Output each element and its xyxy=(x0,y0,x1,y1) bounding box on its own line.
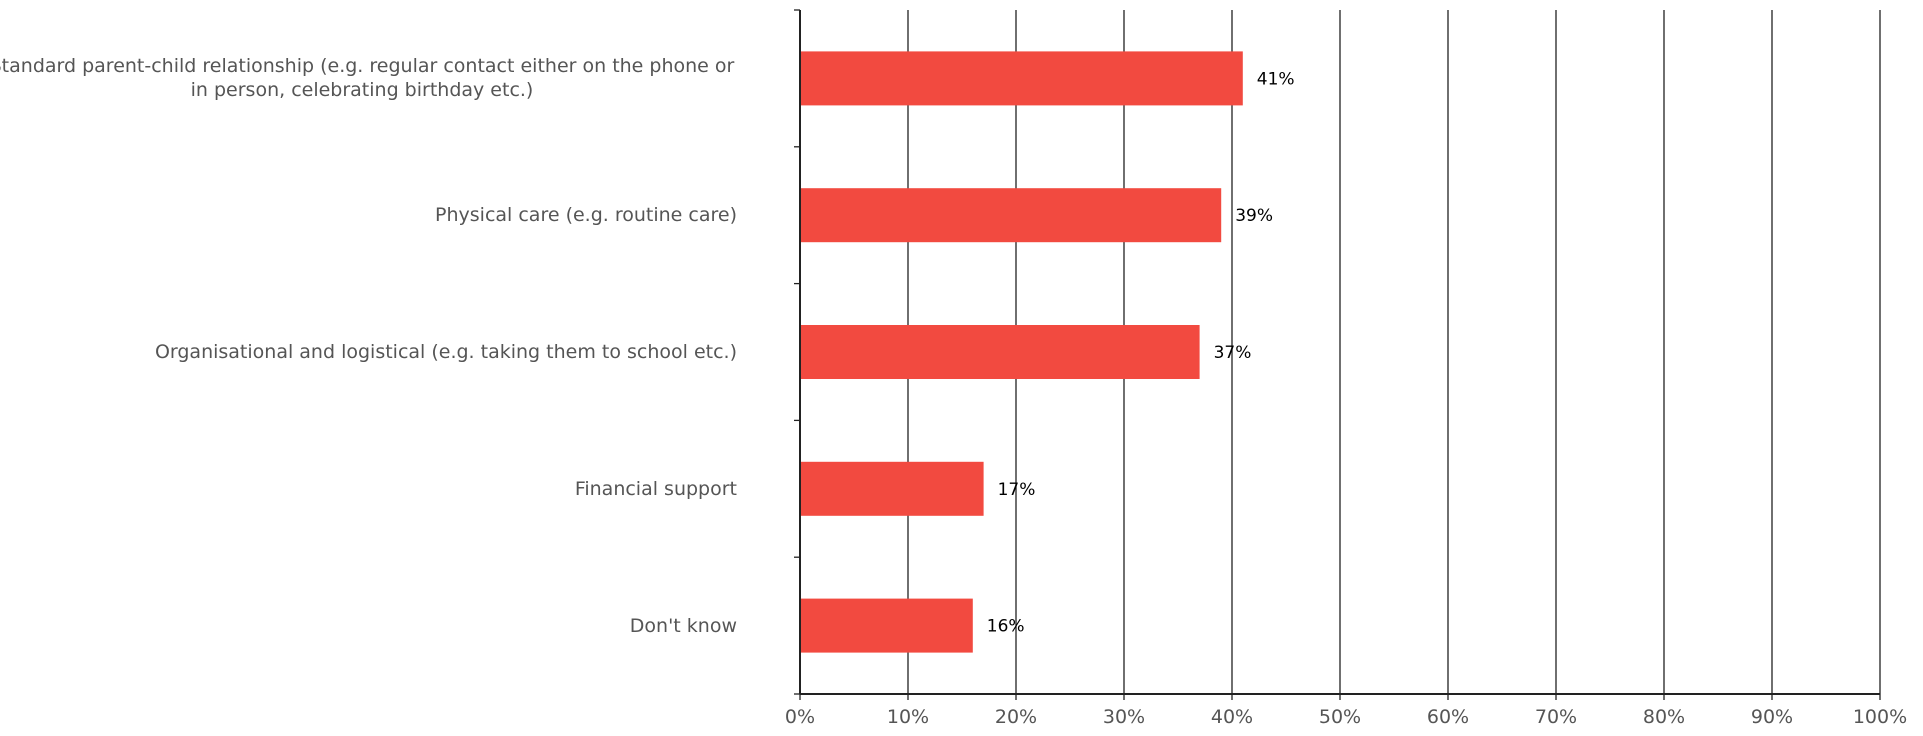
x-tick-label-50: 50% xyxy=(1319,706,1361,728)
data-label-0: 41% xyxy=(1257,69,1295,89)
category-label-1: Physical care (e.g. routine care) xyxy=(435,204,737,227)
bar-0 xyxy=(800,51,1243,106)
bar-1 xyxy=(800,188,1222,243)
x-tick-label-0: 0% xyxy=(785,706,815,728)
category-label-0: Standard parent-child relationship (e.g.… xyxy=(0,55,735,102)
x-tick-label-40: 40% xyxy=(1211,706,1253,728)
bar-3 xyxy=(800,461,984,516)
category-label-2: Organisational and logistical (e.g. taki… xyxy=(154,341,737,363)
data-label-3: 17% xyxy=(998,480,1036,500)
x-tick-label-70: 70% xyxy=(1535,706,1577,728)
x-tick-label-80: 80% xyxy=(1643,706,1685,728)
x-tick-label-60: 60% xyxy=(1427,706,1469,728)
x-tick-label-30: 30% xyxy=(1103,706,1145,728)
bar-2 xyxy=(800,325,1200,379)
bar-4 xyxy=(800,598,973,653)
data-label-4: 16% xyxy=(987,617,1025,637)
category-label-3: Financial support xyxy=(574,477,737,500)
x-tick-label-100: 100% xyxy=(1853,706,1907,728)
x-tick-label-20: 20% xyxy=(995,706,1037,728)
data-label-2: 37% xyxy=(1214,343,1252,363)
category-label-4: Don't know xyxy=(629,614,737,637)
x-tick-label-90: 90% xyxy=(1751,706,1793,728)
data-label-1: 39% xyxy=(1235,206,1273,226)
x-tick-label-10: 10% xyxy=(887,706,929,728)
